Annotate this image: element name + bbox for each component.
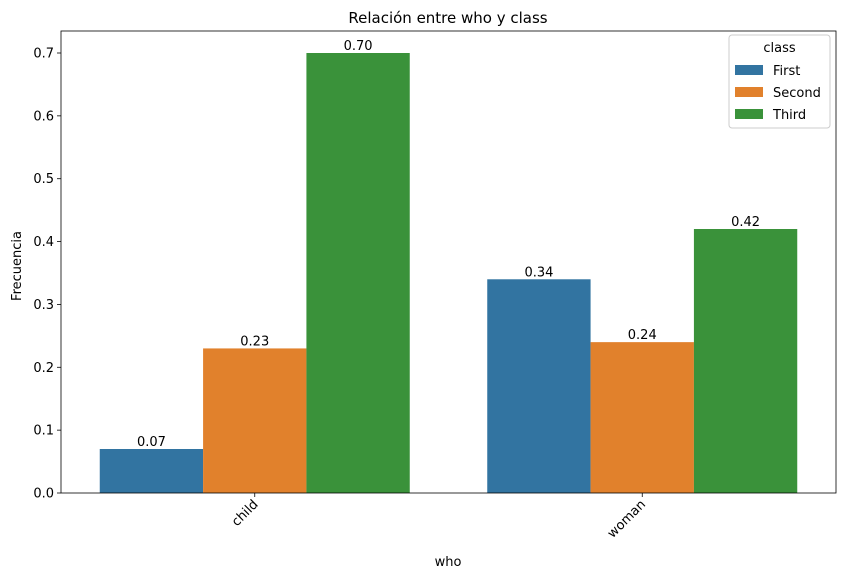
y-axis: 0.0 0.1 0.2 0.3 0.4 0.5 0.6 0.7: [33, 47, 61, 502]
bar-value-label: 0.23: [240, 334, 269, 349]
legend-label-first: First: [773, 64, 800, 79]
legend-box: [728, 34, 831, 129]
y-axis-label: Frecuencia: [10, 231, 25, 301]
bar-labels-group: 0.07 0.23 0.70 0.34 0.24 0.42: [137, 39, 760, 450]
y-tick-label: 0.4: [33, 235, 54, 250]
bar-value-label: 0.70: [344, 39, 373, 54]
x-tick-label-child: child: [229, 497, 261, 529]
chart-title: Relación entre who y class: [348, 9, 547, 27]
y-tick-label: 0.3: [33, 298, 54, 313]
bar-value-label: 0.42: [731, 215, 760, 230]
bars-group: [99, 53, 798, 493]
legend-label-third: Third: [772, 108, 806, 123]
legend-label-second: Second: [773, 86, 821, 101]
x-axis: child woman: [229, 493, 649, 541]
legend: class First Second Third: [728, 34, 831, 129]
bar-child-first: [99, 449, 204, 493]
bar-woman-third: [693, 229, 798, 493]
legend-items: First Second Third: [735, 64, 821, 123]
y-tick-label: 0.7: [33, 47, 54, 62]
y-tick-label: 0.5: [33, 172, 54, 187]
bar-woman-second: [590, 342, 694, 493]
y-tick-label: 0.2: [33, 361, 54, 376]
bar-value-label: 0.34: [524, 265, 553, 280]
legend-swatch-first: [735, 65, 763, 75]
y-tick-label: 0.0: [33, 487, 54, 502]
bar-child-second: [203, 348, 307, 493]
x-axis-label: who: [435, 555, 462, 570]
y-tick-label: 0.6: [33, 109, 54, 124]
bar-value-label: 0.07: [137, 435, 166, 450]
bar-value-label: 0.24: [628, 328, 657, 343]
y-tick-label: 0.1: [33, 424, 54, 439]
plot-frame: [60, 30, 837, 494]
legend-swatch-third: [735, 109, 763, 119]
bar-woman-first: [487, 279, 591, 493]
x-tick-label-woman: woman: [605, 497, 649, 541]
legend-title: class: [763, 41, 795, 56]
legend-swatch-second: [735, 87, 763, 97]
bar-child-third: [306, 53, 410, 493]
